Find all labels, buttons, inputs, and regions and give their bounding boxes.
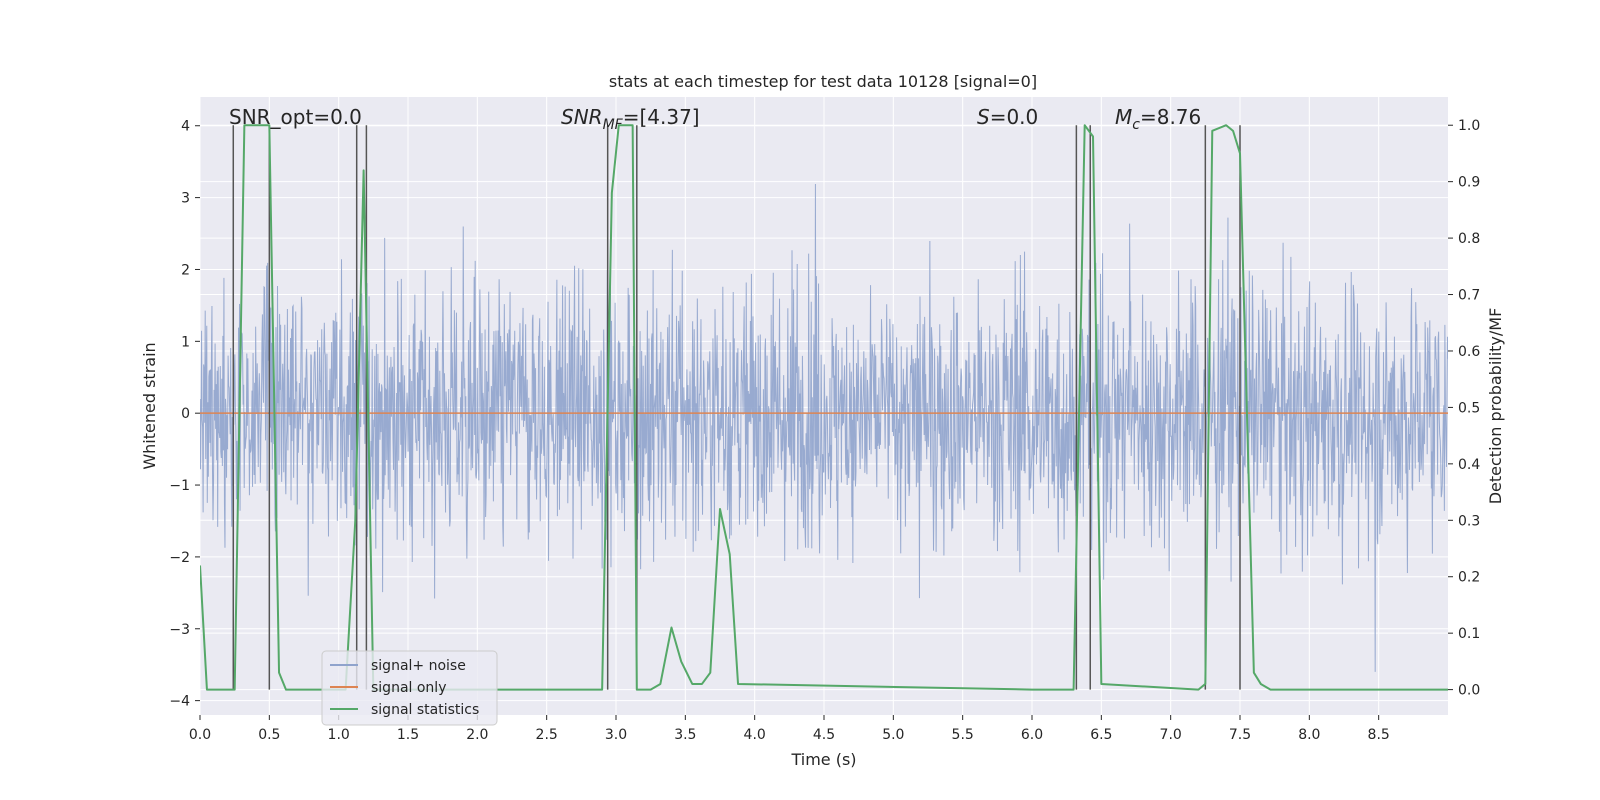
x-tick-label: 3.5 bbox=[674, 727, 696, 743]
annotation-mc-value: =8.76 bbox=[1140, 105, 1201, 129]
y-tick-label: 3 bbox=[181, 191, 190, 207]
y2-tick-label: 0.5 bbox=[1458, 400, 1480, 416]
y-tick-label: −2 bbox=[169, 550, 190, 566]
legend-box bbox=[321, 650, 498, 726]
signal-statistics-line bbox=[200, 124, 1448, 691]
legend: signal+ noise signal only signal statist… bbox=[321, 650, 498, 726]
annotation-s-value: =0.0 bbox=[990, 105, 1039, 129]
legend-label-signal-statistics: signal statistics bbox=[371, 702, 479, 718]
legend-label-signal-only: signal only bbox=[371, 680, 446, 696]
annotation-snr-opt: SNR_opt=0.0 bbox=[229, 105, 362, 129]
annotation-snr-mf-base: SNR bbox=[561, 105, 603, 129]
annotation-snr-mf: SNRMF=[4.37] bbox=[561, 105, 700, 133]
x-tick-label: 7.5 bbox=[1229, 727, 1251, 743]
x-tick-label: 6.0 bbox=[1021, 727, 1043, 743]
series-signal-statistics bbox=[200, 124, 1448, 691]
x-tick-label: 1.5 bbox=[397, 727, 419, 743]
x-tick-label: 1.0 bbox=[328, 727, 350, 743]
y2-tick-label: 0.2 bbox=[1458, 570, 1480, 586]
y2-tick-label: 0.6 bbox=[1458, 344, 1480, 360]
x-tick-label: 5.5 bbox=[952, 727, 974, 743]
y2-tick-label: 0.3 bbox=[1458, 513, 1480, 529]
legend-label-signal-noise: signal+ noise bbox=[371, 658, 466, 674]
y2-tick-label: 0.7 bbox=[1458, 288, 1480, 304]
annotation-mc-sub: c bbox=[1132, 117, 1140, 133]
y-tick-label: −3 bbox=[169, 622, 190, 638]
x-axis-label: Time (s) bbox=[790, 750, 856, 769]
x-tick-label: 8.0 bbox=[1298, 727, 1320, 743]
y-tick-label: 2 bbox=[181, 262, 190, 278]
y2-axis-ticks: 1.0 0.9 0.8 0.7 0.6 0.5 0.4 0.3 0.2 0.1 0.0 bbox=[1448, 118, 1480, 699]
y-tick-label: 0 bbox=[181, 406, 190, 422]
x-tick-label: 2.0 bbox=[466, 727, 488, 743]
y-axis-label: Whitened strain bbox=[140, 342, 159, 469]
x-tick-label: 0.5 bbox=[258, 727, 280, 743]
y-tick-label: 4 bbox=[181, 119, 190, 135]
x-tick-label: 3.0 bbox=[605, 727, 627, 743]
x-tick-label: 5.0 bbox=[882, 727, 904, 743]
x-axis-ticks: 0.0 0.5 1.0 1.5 2.0 2.5 3.0 3.5 4.0 4.5 5.0 5.5 6.0 6… bbox=[189, 715, 1390, 743]
x-tick-label: 2.5 bbox=[536, 727, 558, 743]
y-tick-label: 1 bbox=[181, 334, 190, 350]
annotation-snr-mf-sub: MF bbox=[603, 117, 624, 133]
y2-tick-label: 0.9 bbox=[1458, 175, 1480, 191]
x-tick-label: 7.0 bbox=[1160, 727, 1182, 743]
x-tick-label: 8.5 bbox=[1368, 727, 1390, 743]
y2-tick-label: 0.0 bbox=[1458, 683, 1480, 699]
y2-tick-label: 1.0 bbox=[1458, 118, 1480, 134]
x-tick-label: 4.5 bbox=[813, 727, 835, 743]
annotation-snr-mf-value: =[4.37] bbox=[623, 105, 700, 129]
y-tick-label: −4 bbox=[169, 694, 190, 710]
plot-area bbox=[200, 124, 1448, 691]
x-tick-label: 4.0 bbox=[744, 727, 766, 743]
y-axis-ticks: 4 3 2 1 0 −1 −2 −3 −4 bbox=[169, 119, 200, 710]
y2-tick-label: 0.8 bbox=[1458, 231, 1480, 247]
annotations: SNR_opt=0.0 SNRMF=[4.37] S=0.0 Mc=8.76 bbox=[229, 105, 1201, 133]
y2-tick-label: 0.4 bbox=[1458, 457, 1480, 473]
x-tick-label: 6.5 bbox=[1090, 727, 1112, 743]
annotation-mc-base: M bbox=[1115, 105, 1132, 129]
annotation-s: S=0.0 bbox=[977, 105, 1038, 129]
y2-tick-label: 0.1 bbox=[1458, 626, 1480, 642]
y2-axis-label: Detection probability/MF bbox=[1486, 308, 1505, 505]
x-tick-label: 0.0 bbox=[189, 727, 211, 743]
chart-title: stats at each timestep for test data 101… bbox=[609, 72, 1037, 91]
y-tick-label: −1 bbox=[169, 478, 190, 494]
annotation-mc: Mc=8.76 bbox=[1115, 105, 1201, 133]
annotation-s-symbol: S bbox=[977, 105, 990, 129]
